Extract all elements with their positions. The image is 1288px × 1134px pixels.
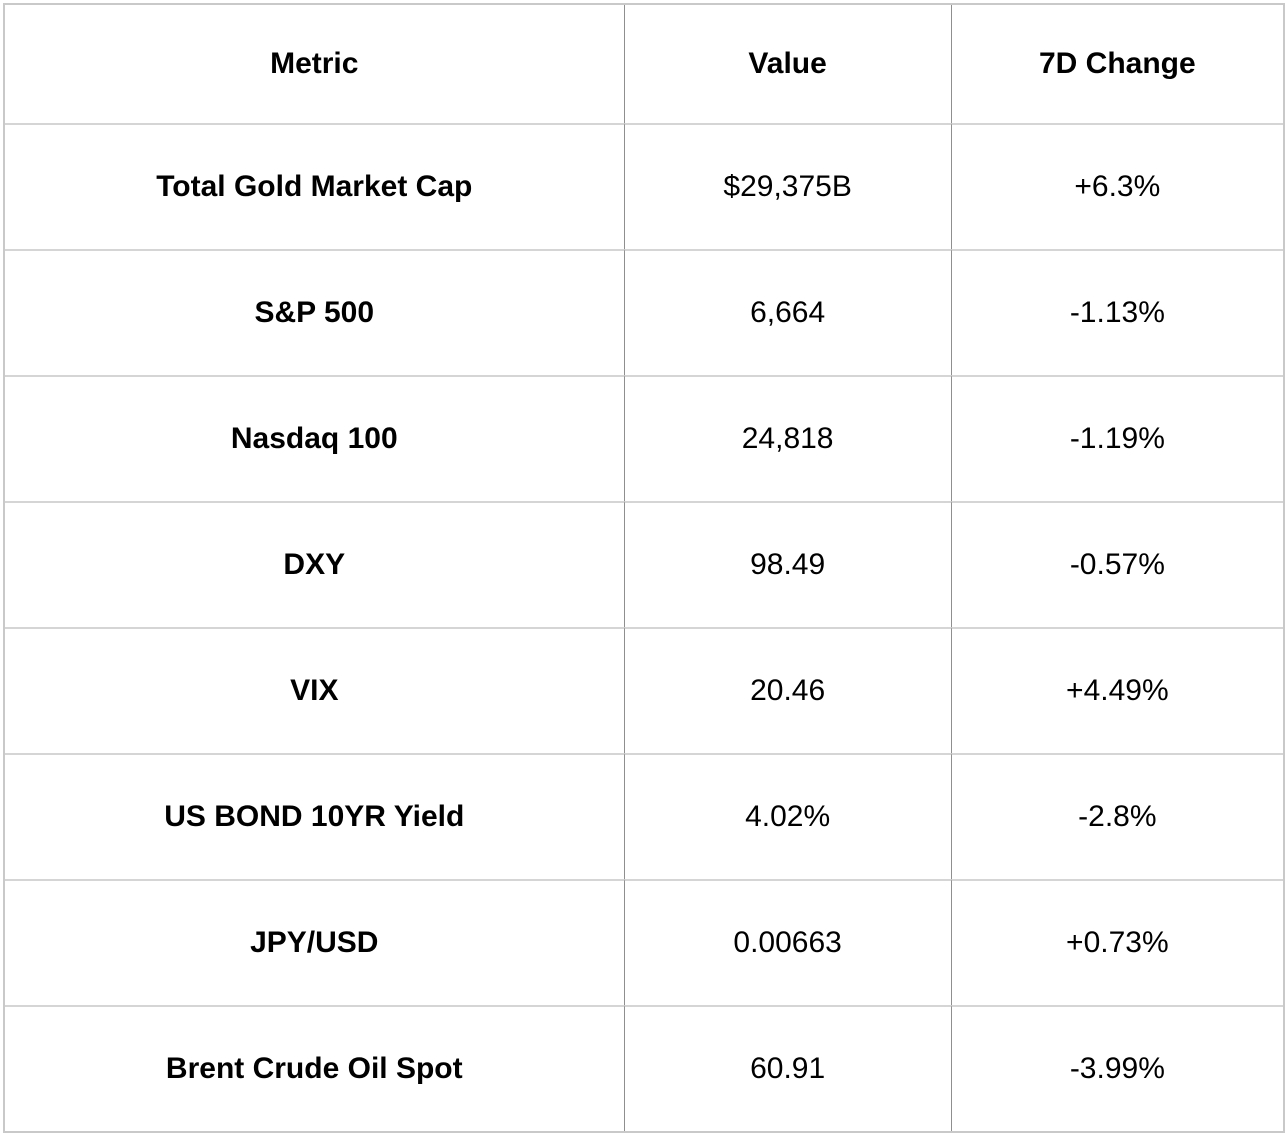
table-row: S&P 500 6,664 -1.13% <box>5 249 1283 375</box>
table-row: Total Gold Market Cap $29,375B +6.3% <box>5 123 1283 249</box>
metric-cell: DXY <box>5 501 624 627</box>
value-cell: 4.02% <box>623 753 951 879</box>
change-cell: -1.19% <box>950 375 1283 501</box>
change-cell: +0.73% <box>950 879 1283 1005</box>
metric-cell: S&P 500 <box>5 249 624 375</box>
change-cell: +6.3% <box>950 123 1283 249</box>
metric-cell: US BOND 10YR Yield <box>5 753 624 879</box>
column-header-metric: Metric <box>270 47 359 80</box>
table-row: Nasdaq 100 24,818 -1.19% <box>5 375 1283 501</box>
header-row: Metric Value 7D Change <box>5 5 1283 123</box>
metric-cell: Brent Crude Oil Spot <box>5 1005 624 1131</box>
value-cell: 20.46 <box>623 627 951 753</box>
column-header-7d-change: 7D Change <box>950 5 1283 123</box>
change-cell: -2.8% <box>950 753 1283 879</box>
column-header-value: Value <box>623 5 951 123</box>
metric-cell: JPY/USD <box>5 879 624 1005</box>
value-cell: 0.00663 <box>623 879 951 1005</box>
change-cell: -0.57% <box>950 501 1283 627</box>
metric-cell: Nasdaq 100 <box>5 375 624 501</box>
table-row: DXY 98.49 -0.57% <box>5 501 1283 627</box>
table-row: US BOND 10YR Yield 4.02% -2.8% <box>5 753 1283 879</box>
table-row: JPY/USD 0.00663 +0.73% <box>5 879 1283 1005</box>
metric-cell: Total Gold Market Cap <box>5 123 624 249</box>
metrics-table: Metric Value 7D Change Total Gold Market… <box>3 3 1285 1133</box>
table-row: Brent Crude Oil Spot 60.91 -3.99% <box>5 1005 1283 1131</box>
value-cell: 6,664 <box>623 249 951 375</box>
value-cell: $29,375B <box>623 123 951 249</box>
change-cell: -1.13% <box>950 249 1283 375</box>
table-row: VIX 20.46 +4.49% <box>5 627 1283 753</box>
metric-cell: VIX <box>5 627 624 753</box>
value-cell: 60.91 <box>623 1005 951 1131</box>
change-cell: +4.49% <box>950 627 1283 753</box>
change-cell: -3.99% <box>950 1005 1283 1131</box>
value-cell: 24,818 <box>623 375 951 501</box>
value-cell: 98.49 <box>623 501 951 627</box>
